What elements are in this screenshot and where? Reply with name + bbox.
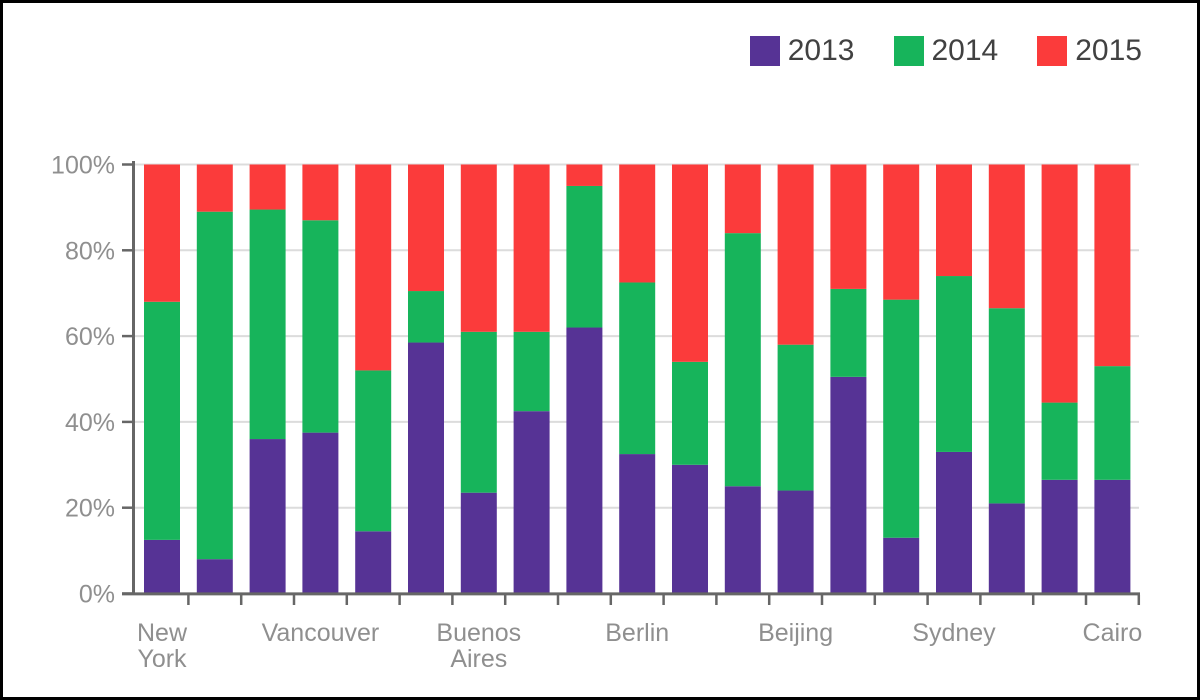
- bar-segment-2013-col13[interactable]: [777, 490, 814, 594]
- bar-segment-2015-col8[interactable]: [513, 164, 550, 332]
- bar-segment-2013-col2[interactable]: [196, 559, 233, 594]
- bar-segment-2013-col19[interactable]: [1094, 479, 1131, 594]
- y-axis-label: 60%: [65, 323, 115, 351]
- bar-segment-2013-col4[interactable]: [302, 432, 339, 594]
- bar-segment-2015-col11[interactable]: [672, 164, 708, 362]
- x-axis-label: Beijing: [758, 619, 833, 647]
- bar-segment-2013-col16[interactable]: [936, 451, 972, 594]
- bar-segment-2014-col9[interactable]: [566, 185, 603, 328]
- bar-segment-2014-col16[interactable]: [936, 276, 972, 452]
- bar-segment-2014-col7[interactable]: [460, 331, 497, 493]
- bar-segment-2013-col18[interactable]: [1041, 479, 1078, 594]
- y-axis-label: 100%: [51, 152, 115, 180]
- bar-segment-2014-col18[interactable]: [1041, 402, 1078, 480]
- bar-segment-2014-col3[interactable]: [249, 209, 286, 440]
- bar-segment-2015-col2[interactable]: [196, 164, 233, 212]
- x-axis-label: Vancouver: [262, 619, 380, 647]
- legend-item-2013[interactable]: 2013: [749, 34, 855, 67]
- legend-swatch-2013-icon: [749, 36, 780, 66]
- bar-segment-2015-col1[interactable]: [144, 164, 180, 302]
- bar-segment-2013-col9[interactable]: [566, 327, 603, 594]
- bar-segment-2015-col4[interactable]: [302, 164, 339, 221]
- bar-segment-2015-col5[interactable]: [355, 164, 392, 371]
- y-axis-label: 20%: [65, 495, 115, 523]
- legend-label-2013: 2013: [787, 34, 855, 67]
- bar-segment-2015-col13[interactable]: [777, 164, 814, 345]
- bar-segment-2015-col9[interactable]: [566, 164, 603, 186]
- legend: 2013 2014 2015: [749, 34, 1142, 67]
- bar-segment-2013-col12[interactable]: [724, 486, 761, 594]
- stacked-bar-chart: 0% 20% 40% 60% 80% 100% New York Vancouver Buenos…: [51, 152, 1143, 674]
- legend-swatch-2015-icon: [1037, 36, 1068, 66]
- x-axis-label: Sydney: [912, 619, 996, 647]
- bar-segment-2013-col3[interactable]: [249, 439, 286, 594]
- bar-segment-2014-col1[interactable]: [144, 301, 180, 540]
- x-axis-label: Buenos Aires: [436, 619, 521, 673]
- bar-segment-2015-col18[interactable]: [1041, 164, 1078, 403]
- bar-segment-2015-col12[interactable]: [724, 164, 761, 234]
- y-axis-label: 80%: [65, 237, 115, 265]
- x-axis-label: Cairo: [1083, 619, 1143, 647]
- bar-segment-2014-col11[interactable]: [672, 361, 708, 465]
- bar-segment-2015-col7[interactable]: [460, 164, 497, 332]
- bar-segment-2014-col4[interactable]: [302, 220, 339, 433]
- legend-item-2014[interactable]: 2014: [893, 34, 999, 67]
- y-axis-label: 40%: [65, 409, 115, 437]
- x-axis-label: New York: [137, 619, 188, 673]
- bar-segment-2013-col14[interactable]: [830, 376, 867, 594]
- bar-segment-2015-col15[interactable]: [883, 164, 920, 300]
- bar-segment-2014-col12[interactable]: [724, 233, 761, 487]
- bar-segment-2014-col15[interactable]: [883, 299, 920, 538]
- bar-segment-2014-col8[interactable]: [513, 331, 550, 412]
- bar-segment-2013-col15[interactable]: [883, 537, 920, 594]
- legend-label-2014: 2014: [931, 34, 999, 67]
- bar-segment-2014-col14[interactable]: [830, 288, 867, 377]
- legend-swatch-2014-icon: [893, 36, 924, 66]
- bar-segment-2015-col16[interactable]: [936, 164, 972, 277]
- bar-segment-2015-col6[interactable]: [408, 164, 444, 292]
- bar-segment-2014-col13[interactable]: [777, 344, 814, 491]
- bar-segment-2014-col5[interactable]: [355, 370, 392, 532]
- bar-segment-2015-col14[interactable]: [830, 164, 867, 289]
- bar-segment-2013-col10[interactable]: [619, 454, 656, 594]
- y-axis-label: 0%: [79, 581, 115, 609]
- bar-segment-2015-col17[interactable]: [988, 164, 1025, 309]
- bar-segment-2013-col5[interactable]: [355, 531, 392, 594]
- bar-segment-2014-col2[interactable]: [196, 211, 233, 560]
- bar-segment-2013-col8[interactable]: [513, 411, 550, 594]
- bar-segment-2013-col6[interactable]: [408, 342, 444, 594]
- bar-segment-2013-col11[interactable]: [672, 464, 708, 594]
- bar-segment-2015-col19[interactable]: [1094, 164, 1131, 367]
- bar-segment-2013-col17[interactable]: [988, 503, 1025, 594]
- bar-segment-2014-col19[interactable]: [1094, 366, 1131, 480]
- legend-item-2015[interactable]: 2015: [1037, 36, 1142, 66]
- bar-segment-2013-col7[interactable]: [460, 492, 497, 594]
- legend-label-2015: 2015: [1075, 34, 1142, 67]
- bar-segment-2015-col10[interactable]: [619, 164, 656, 283]
- bar-segment-2014-col17[interactable]: [988, 308, 1025, 504]
- bar-segment-2015-col3[interactable]: [249, 164, 286, 210]
- bar-segment-2014-col10[interactable]: [619, 282, 656, 455]
- bar-segment-2014-col6[interactable]: [408, 291, 444, 343]
- bar-segment-2013-col1[interactable]: [144, 539, 180, 594]
- x-axis-label: Berlin: [605, 619, 669, 647]
